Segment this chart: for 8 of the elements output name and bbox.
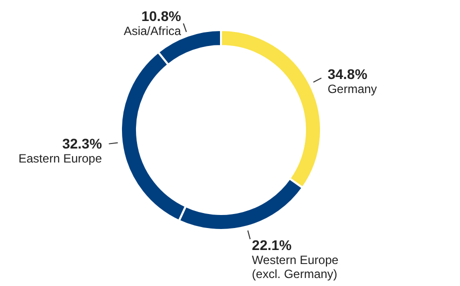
data-label: 22.1% bbox=[252, 236, 292, 253]
data-label: 34.8% bbox=[328, 66, 368, 82]
data-label: 10.8% bbox=[141, 8, 182, 24]
slice-label: Western Europe (excl. Germany) bbox=[252, 252, 339, 281]
data-label: 32.3% bbox=[62, 136, 102, 152]
slice-label: Asia/Africa bbox=[124, 24, 182, 38]
slice-label: Germany bbox=[328, 82, 377, 96]
slice-label: Eastern Europe bbox=[18, 152, 102, 166]
